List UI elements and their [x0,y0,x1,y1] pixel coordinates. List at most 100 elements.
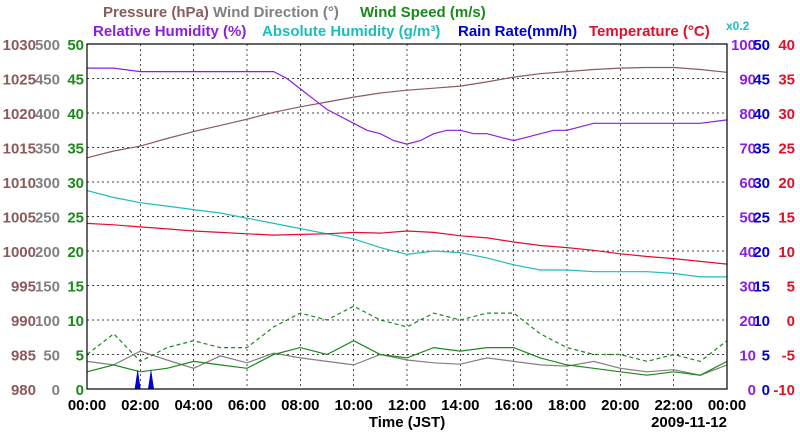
x-tick-label: 02:00 [121,397,159,414]
y-tick-label-rain: 10 [753,313,770,330]
y-tick-label-wind-dir: 100 [35,313,60,330]
rain-bar [148,369,154,389]
y-tick-label-rh: 100 [731,37,756,54]
y-tick-label-temp: -10 [773,382,795,399]
y-tick-label-pressure: 1020 [3,106,36,123]
y-tick-label-wind-dir: 500 [35,37,60,54]
y-tick-label-rain: 0 [762,382,770,399]
y-tick-label-wind-dir: 0 [52,382,60,399]
y-tick-label-wind-speed: 5 [76,348,84,365]
y-tick-label-temp: 20 [778,175,795,192]
x-tick-label: 14:00 [441,397,479,414]
plot-frame [86,43,728,390]
legend-temperature: Temperature (°C) [589,23,710,40]
y-tick-label-rain: 45 [753,72,770,89]
y-tick-label-rain: 15 [753,279,770,296]
y-tick-label-pressure: 985 [11,348,36,365]
legend-absolute-humidity: Absolute Humidity (g/m³) [262,23,440,40]
y-tick-label-rh: 0 [748,382,756,399]
series-line-pressure-hpa [86,66,728,159]
y-tick-label-rh: 40 [739,244,756,261]
grid [87,44,727,389]
x-tick-label: 08:00 [281,397,319,414]
y-tick-label-pressure: 1025 [3,72,36,89]
series-line-wind-speed-m-s-gust [86,305,728,363]
y-tick-label-wind-speed: 0 [76,382,84,399]
y-tick-label-wind-speed: 35 [67,141,84,158]
x-axis-ticks: 00:00 02:00 04:00 06:00 08:00 10:00 12:00 14:00… [68,397,746,414]
legend-wind-speed: Wind Speed (m/s) [360,4,486,21]
x-tick-label: 22:00 [654,397,692,414]
y-tick-label-temp: -5 [782,348,795,365]
x-tick-label: 00:00 [708,397,746,414]
y-tick-label-wind-speed: 40 [67,106,84,123]
y-tick-label-wind-dir: 200 [35,244,60,261]
y-tick-label-rain: 5 [762,348,770,365]
y-tick-label-temp: 25 [778,141,795,158]
y-axis-ticks: 1030102510201015101010051000995990985980… [3,37,795,399]
y-tick-label-wind-speed: 45 [67,72,84,89]
x-tick-label: 10:00 [334,397,372,414]
y-tick-label-temp: 5 [787,279,795,296]
y-tick-label-rain: 30 [753,175,770,192]
y-tick-label-wind-speed: 50 [67,37,84,54]
series-line-relative-humidity [87,67,728,145]
x-tick-label: 00:00 [68,397,106,414]
y-tick-label-pressure: 1005 [3,210,36,227]
y-tick-label-temp: 15 [778,210,795,227]
x-axis-label: Time (JST) [369,414,445,431]
y-tick-label-temp: 35 [778,72,795,89]
y-tick-label-wind-speed: 20 [67,244,84,261]
series-layer [86,66,728,389]
y-tick-label-temp: 40 [778,37,795,54]
y-tick-label-pressure: 1015 [3,141,36,158]
y-tick-label-rh: 10 [739,348,756,365]
y-tick-label-wind-dir: 450 [35,72,60,89]
y-tick-label-pressure: 990 [11,313,36,330]
y-tick-label-pressure: 1010 [3,175,36,192]
x-tick-label: 18:00 [548,397,586,414]
x-tick-label: 20:00 [601,397,639,414]
x-tick-label: 04:00 [174,397,212,414]
y-tick-label-rain: 35 [753,141,770,158]
y-tick-label-wind-dir: 350 [35,141,60,158]
y-tick-label-pressure: 1000 [3,244,36,261]
rain-bar [134,369,141,389]
y-tick-label-rh: 80 [739,106,756,123]
y-tick-label-wind-dir: 250 [35,210,60,227]
legend-rain-rate: Rain Rate(mm/h) [458,23,577,40]
legend-pressure: Pressure (hPa) [103,4,209,21]
y-tick-label-wind-dir: 150 [35,279,60,296]
x-tick-label: 06:00 [228,397,266,414]
y-tick-label-pressure: 1030 [3,37,36,54]
y-tick-label-wind-speed: 30 [67,175,84,192]
legend-relative-humidity: Relative Humidity (%) [93,23,246,40]
y-tick-label-rh: 20 [739,313,756,330]
y-tick-label-wind-dir: 300 [35,175,60,192]
y-tick-label-rain: 50 [753,37,770,54]
legend-wind-direction: Wind Direction (°) [213,4,339,21]
y-tick-label-rh: 60 [739,175,756,192]
series-line-temperature-c [86,222,728,265]
y-tick-label-wind-speed: 10 [67,313,84,330]
legend-rain-multiplier: x0.2 [726,19,750,33]
y-tick-label-rh: 90 [739,72,756,89]
y-tick-label-rh: 30 [739,279,756,296]
date-label: 2009-11-12 [651,414,727,431]
y-tick-label-temp: 30 [778,106,795,123]
y-tick-label-rain: 25 [753,210,770,227]
y-tick-label-wind-speed: 15 [67,279,84,296]
y-tick-label-pressure: 995 [11,279,36,296]
y-tick-label-rh: 70 [739,141,756,158]
y-tick-label-rh: 50 [739,210,756,227]
y-tick-label-wind-dir: 50 [43,348,60,365]
x-tick-label: 12:00 [388,397,426,414]
series-line-wind-direction [86,350,728,376]
y-tick-label-wind-speed: 25 [67,210,84,227]
y-tick-label-temp: 10 [778,244,795,261]
y-tick-label-rain: 40 [753,106,770,123]
x-tick-label: 16:00 [494,397,532,414]
y-tick-label-wind-dir: 400 [35,106,60,123]
series-line-absolute-humidity-g-m [86,190,727,278]
